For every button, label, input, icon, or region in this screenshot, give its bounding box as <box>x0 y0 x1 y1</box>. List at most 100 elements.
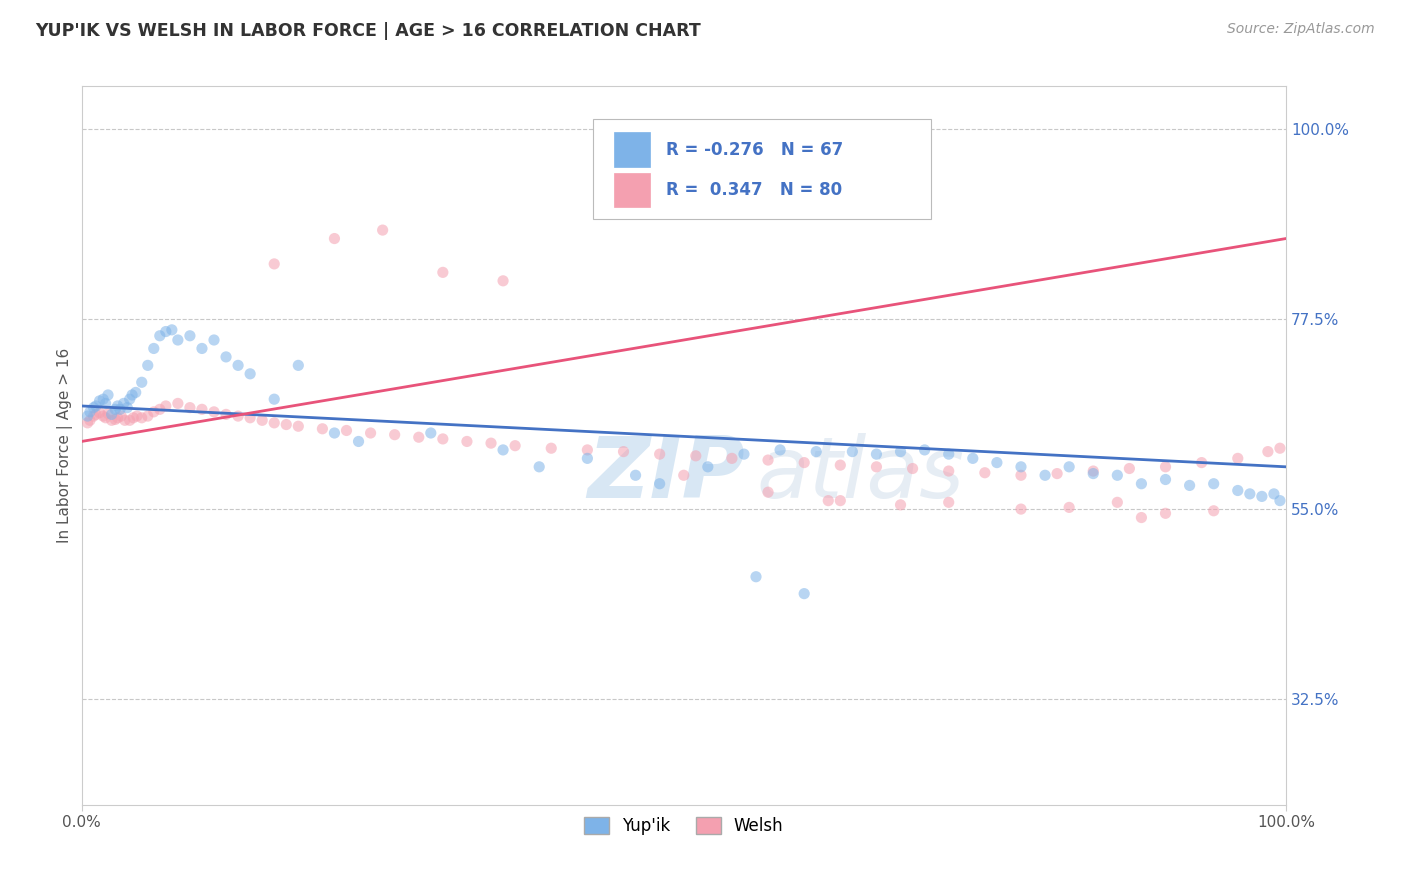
Point <box>1191 456 1213 470</box>
Point <box>323 425 346 440</box>
Point <box>1239 487 1261 501</box>
Point <box>250 413 273 427</box>
Text: ZIP: ZIP <box>588 433 745 516</box>
Point <box>131 410 153 425</box>
Point <box>121 388 143 402</box>
Point <box>1057 500 1080 515</box>
Point <box>191 342 214 356</box>
Point <box>1033 468 1056 483</box>
FancyBboxPatch shape <box>614 172 650 207</box>
Point <box>89 393 111 408</box>
Text: atlas: atlas <box>756 433 965 516</box>
Point <box>721 451 744 466</box>
Point <box>160 323 183 337</box>
Point <box>672 468 695 483</box>
Point <box>830 493 852 508</box>
Point <box>107 399 129 413</box>
Point <box>76 416 98 430</box>
Point <box>97 407 120 421</box>
Point <box>155 399 177 413</box>
Point <box>1226 483 1249 498</box>
Point <box>384 427 406 442</box>
Point <box>1107 468 1129 483</box>
Point <box>938 495 960 509</box>
Point <box>84 399 107 413</box>
Point <box>973 466 995 480</box>
Point <box>914 442 936 457</box>
Point <box>432 265 454 279</box>
Point <box>938 447 960 461</box>
Point <box>1250 490 1272 504</box>
Point <box>91 409 114 423</box>
Point <box>276 417 298 432</box>
Point <box>142 342 165 356</box>
Point <box>83 401 105 415</box>
Point <box>215 408 238 422</box>
Point <box>1010 468 1032 483</box>
Point <box>745 570 768 584</box>
Point <box>793 456 815 470</box>
Point <box>648 447 671 461</box>
Text: YUP'IK VS WELSH IN LABOR FORCE | AGE > 16 CORRELATION CHART: YUP'IK VS WELSH IN LABOR FORCE | AGE > 1… <box>35 22 702 40</box>
Point <box>239 367 262 381</box>
Point <box>865 447 887 461</box>
Point <box>117 401 139 415</box>
Point <box>1107 495 1129 509</box>
Point <box>456 434 478 449</box>
Point <box>1130 476 1153 491</box>
Point <box>1057 459 1080 474</box>
Point <box>1010 459 1032 474</box>
Point <box>696 459 718 474</box>
Point <box>100 413 122 427</box>
Y-axis label: In Labor Force | Age > 16: In Labor Force | Age > 16 <box>58 348 73 543</box>
Point <box>1268 493 1291 508</box>
Text: Source: ZipAtlas.com: Source: ZipAtlas.com <box>1227 22 1375 37</box>
Point <box>149 328 172 343</box>
Point <box>1118 461 1140 475</box>
Point <box>624 468 647 483</box>
Point <box>136 359 159 373</box>
Point <box>360 425 382 440</box>
Point <box>1083 467 1105 481</box>
Point <box>91 392 114 407</box>
Point <box>131 376 153 390</box>
Point <box>179 328 201 343</box>
Point <box>79 413 101 427</box>
Point <box>112 396 135 410</box>
Point <box>191 402 214 417</box>
Point <box>793 587 815 601</box>
Point <box>806 444 828 458</box>
Point <box>962 451 984 466</box>
Point <box>107 410 129 425</box>
Point <box>540 441 562 455</box>
Point <box>1202 504 1225 518</box>
Point <box>104 412 127 426</box>
Point <box>492 274 515 288</box>
Point <box>118 392 141 407</box>
Point <box>841 444 863 458</box>
Point <box>371 223 394 237</box>
Point <box>142 405 165 419</box>
Point <box>830 458 852 472</box>
Point <box>503 439 526 453</box>
Point <box>263 392 285 407</box>
Point <box>479 436 502 450</box>
Point <box>1226 451 1249 466</box>
Point <box>901 461 924 475</box>
Point <box>685 449 707 463</box>
Point <box>202 333 225 347</box>
Point <box>167 396 190 410</box>
Point <box>215 350 238 364</box>
Point <box>155 325 177 339</box>
Point <box>1178 478 1201 492</box>
Legend: Yup'ik, Welsh: Yup'ik, Welsh <box>575 808 792 844</box>
Point <box>100 408 122 422</box>
Point <box>125 385 148 400</box>
Point <box>167 333 190 347</box>
Point <box>335 424 357 438</box>
Point <box>347 434 370 449</box>
Point <box>122 410 145 425</box>
Point <box>986 456 1008 470</box>
Point <box>311 422 333 436</box>
Point <box>287 419 309 434</box>
